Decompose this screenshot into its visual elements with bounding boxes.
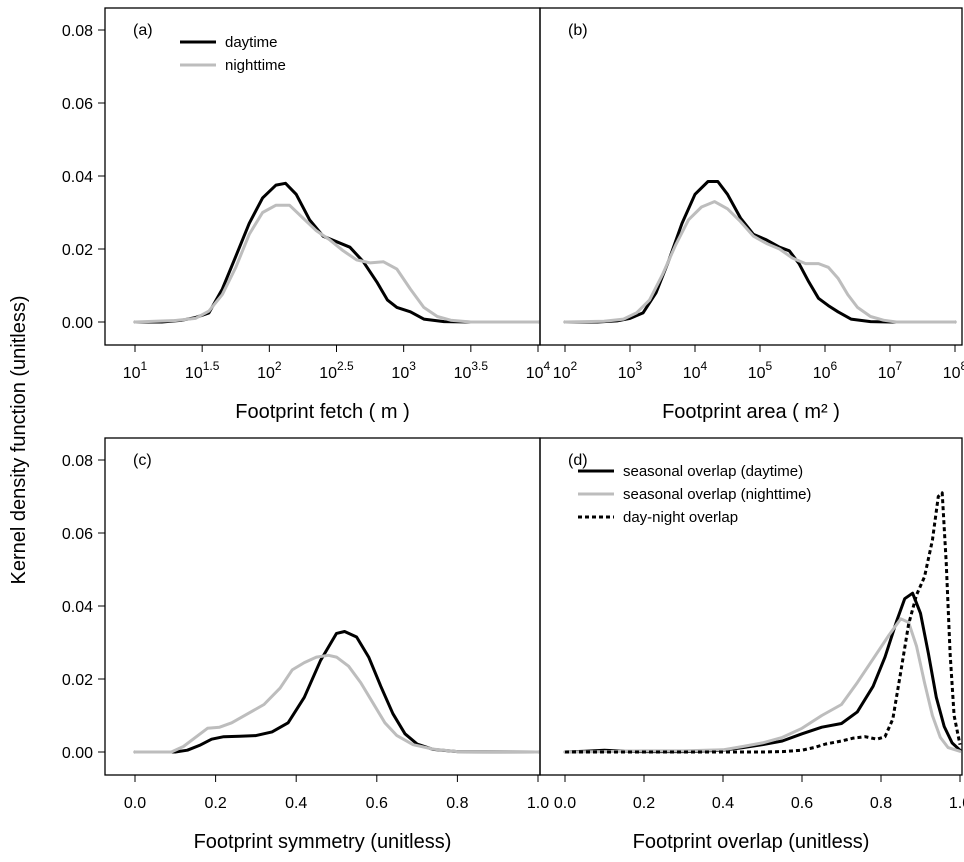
series-line-nighttime [133, 203, 540, 324]
panel-b: 102 103 104 105 106 107 108 Footprint area ( m²… [539, 7, 964, 423]
legend-label: day-night overlap [623, 509, 738, 526]
x-tick-label: 0.2 [204, 795, 226, 812]
x-tick-label: 0.6 [791, 795, 813, 812]
x-tick-label: 105 [748, 359, 773, 382]
legend-label: seasonal overlap (nighttime) [623, 486, 811, 503]
legend: seasonal overlap (daytime) seasonal overl… [578, 463, 811, 526]
x-tick-label: 108 [943, 359, 964, 382]
x-tick-label: 1.0 [527, 795, 549, 812]
y-tick-label: 0.06 [62, 96, 93, 113]
series-line-daytime [133, 630, 540, 754]
x-axis-title: Footprint overlap (unitless) [633, 831, 870, 853]
x-tick-label: 0.4 [712, 795, 734, 812]
legend-label: nighttime [225, 57, 286, 74]
x-tick-label: 106 [813, 359, 838, 382]
x-tick-label: 0.0 [124, 795, 146, 812]
series-line-daytime [563, 180, 957, 324]
panel-d: 0.0 0.2 0.4 0.6 0.8 1.0 Footprint overlap (uni… [539, 437, 964, 853]
x-tick-label: 0.2 [633, 795, 655, 812]
y-tick-label: 0.08 [62, 23, 93, 40]
series-line-daytime [133, 181, 540, 324]
x-tick-label: 0.6 [366, 795, 388, 812]
x-tick-label: 0.4 [285, 795, 307, 812]
x-tick-label: 0.8 [446, 795, 468, 812]
y-tick-label: 0.08 [62, 453, 93, 470]
x-tick-label: 103.5 [454, 359, 489, 382]
x-tick-label: 102 [257, 359, 282, 382]
series-line-nighttime [563, 200, 957, 324]
legend-label: seasonal overlap (daytime) [623, 463, 803, 480]
legend: daytime nighttime [180, 34, 286, 74]
x-axis-title: Footprint symmetry (unitless) [194, 831, 452, 853]
panel-tag: (c) [133, 452, 152, 469]
y-tick-label: 0.02 [62, 672, 93, 689]
x-tick-label: 101.5 [185, 359, 220, 382]
y-tick-label: 0.04 [62, 169, 93, 186]
panel-a: 0.00 0.02 0.04 0.06 0.08 101 101.5 102 102.5 103 1… [62, 7, 551, 423]
x-tick-label: 102.5 [319, 359, 354, 382]
panel-tag: (d) [568, 452, 588, 469]
y-axis-title: Kernel density function (unitless) [8, 295, 30, 584]
x-tick-label: 103 [391, 359, 416, 382]
x-tick-label: 0.8 [870, 795, 892, 812]
y-tick-label: 0.04 [62, 599, 93, 616]
panel-tag: (a) [133, 22, 153, 39]
x-tick-label: 104 [526, 359, 551, 382]
panel-c: 0.00 0.02 0.04 0.06 0.08 0.0 0.2 0.4 0.6 0.8 1.0 Fo… [62, 437, 549, 853]
y-tick-label: 0.00 [62, 315, 93, 332]
plot-frame [104, 437, 541, 776]
y-tick-label: 0.02 [62, 242, 93, 259]
series-line-day-night-overlap [565, 491, 962, 754]
series-line-nighttime [133, 653, 540, 754]
x-axis-title: Footprint fetch ( m ) [235, 401, 410, 423]
plot-frame [539, 7, 963, 346]
x-tick-label: 0.0 [554, 795, 576, 812]
x-tick-label: 107 [878, 359, 903, 382]
legend-label: daytime [225, 34, 278, 51]
x-tick-label: 101 [123, 359, 148, 382]
plot-frame [539, 437, 963, 776]
x-axis-title: Footprint area ( m² ) [662, 401, 840, 423]
x-tick-label: 103 [618, 359, 643, 382]
series-line-seasonal-overlap-nighttime- [563, 617, 962, 754]
plot-frame [104, 7, 541, 346]
x-tick-label: 102 [553, 359, 578, 382]
y-tick-label: 0.00 [62, 745, 93, 762]
x-tick-label: 104 [683, 359, 708, 382]
y-tick-label: 0.06 [62, 526, 93, 543]
panel-tag: (b) [568, 22, 588, 39]
x-tick-label: 1.0 [949, 795, 964, 812]
